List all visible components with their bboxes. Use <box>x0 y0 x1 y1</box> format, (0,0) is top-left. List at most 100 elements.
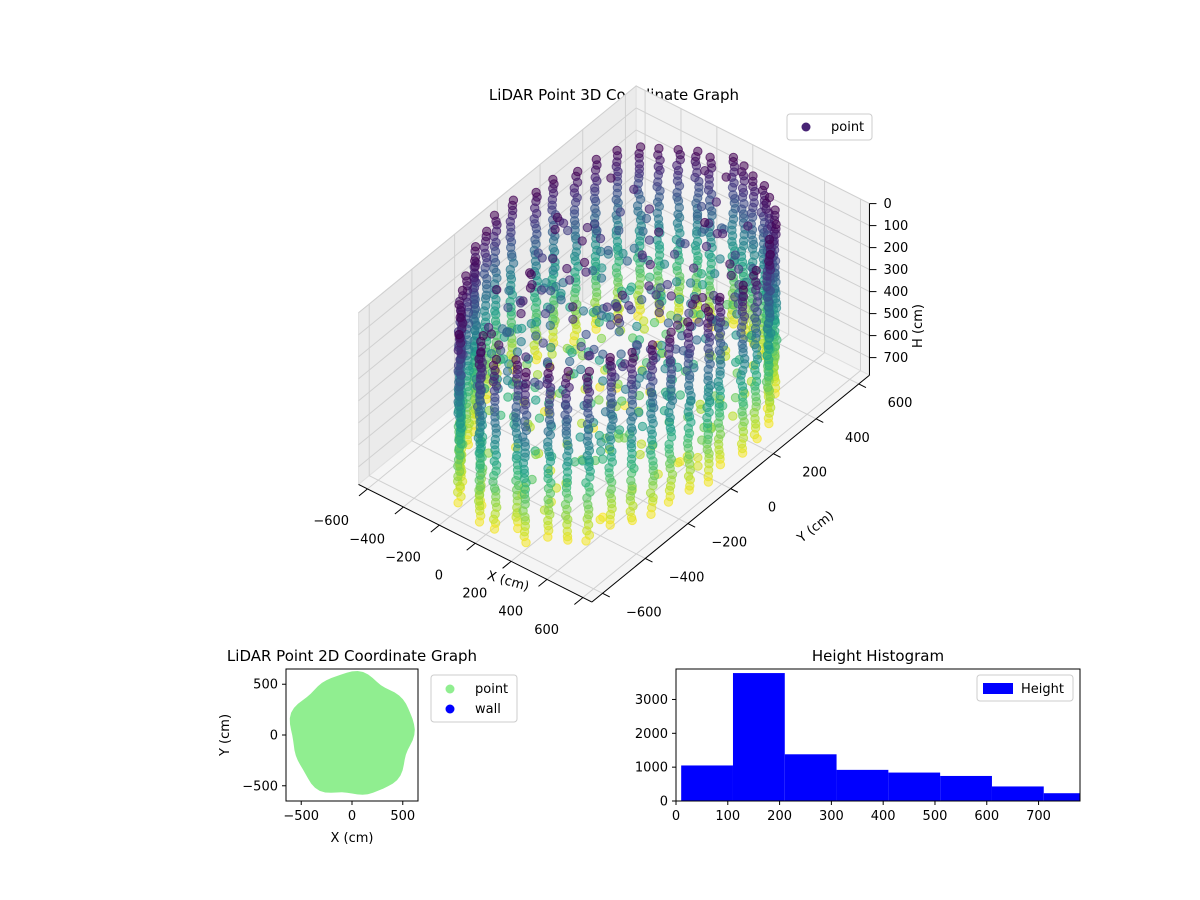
data-point <box>672 176 683 186</box>
data-point <box>672 320 683 330</box>
data-point <box>455 376 465 387</box>
data-point <box>453 408 463 418</box>
data-point <box>537 253 547 263</box>
x-tick-label: 500 <box>390 809 415 824</box>
chart-3d-points <box>453 142 782 548</box>
data-point <box>607 421 617 431</box>
data-point <box>684 428 695 438</box>
histogram-bar <box>784 754 837 801</box>
data-point <box>562 473 572 483</box>
data-point <box>531 395 541 405</box>
data-point <box>564 275 575 285</box>
data-point <box>490 509 500 519</box>
data-point <box>696 269 707 279</box>
data-point <box>752 350 762 360</box>
data-point <box>665 413 675 423</box>
data-point <box>548 254 558 264</box>
data-point <box>512 347 523 357</box>
data-point <box>683 317 693 327</box>
data-point <box>703 387 714 397</box>
data-point <box>491 216 501 227</box>
data-point <box>583 384 593 394</box>
data-point <box>667 391 677 401</box>
data-point <box>612 302 622 312</box>
chart-2d-legend-wall-marker <box>445 704 455 714</box>
data-point <box>585 350 595 361</box>
data-point <box>765 308 775 318</box>
data-point <box>739 417 749 427</box>
data-point <box>489 371 499 381</box>
data-point <box>654 299 664 309</box>
chart-3d-legend-label: point <box>831 120 864 135</box>
y-tick-label: 200 <box>802 466 827 481</box>
data-point <box>728 411 738 421</box>
data-point <box>475 481 485 492</box>
data-point <box>715 460 726 470</box>
y-tick <box>730 488 739 493</box>
data-point <box>665 355 675 365</box>
data-point <box>520 484 530 494</box>
data-point <box>748 176 758 187</box>
data-point <box>568 314 578 324</box>
data-point <box>584 462 594 472</box>
data-point <box>474 428 485 439</box>
data-point <box>697 280 708 290</box>
data-point <box>662 279 673 290</box>
data-point <box>590 172 600 183</box>
data-point <box>636 439 647 449</box>
data-point <box>490 392 500 403</box>
data-point <box>561 389 571 399</box>
x-tick <box>538 579 548 587</box>
data-point <box>519 527 530 537</box>
data-point <box>627 434 637 444</box>
data-point <box>685 396 696 406</box>
data-point <box>715 366 725 376</box>
data-point <box>700 166 710 176</box>
data-point <box>728 190 738 200</box>
data-point <box>764 192 775 203</box>
data-point <box>703 477 714 487</box>
data-point <box>543 532 553 542</box>
chart-3d: LiDAR Point 3D Coordinate Graph −600−400… <box>313 84 926 638</box>
data-point <box>763 382 773 392</box>
data-point <box>675 390 685 400</box>
data-point <box>644 204 655 214</box>
x-tick <box>430 524 440 533</box>
data-point <box>706 158 716 169</box>
data-point <box>548 174 558 185</box>
data-point <box>572 177 583 188</box>
data-point <box>543 368 553 379</box>
z-tick-label: 300 <box>883 263 908 278</box>
y-tick <box>773 453 781 458</box>
data-point <box>711 197 721 207</box>
data-point <box>765 392 775 402</box>
data-point <box>766 402 776 413</box>
data-point <box>628 412 638 422</box>
data-point <box>656 340 667 351</box>
data-point <box>635 264 645 274</box>
data-point <box>453 487 463 497</box>
data-point <box>685 481 695 491</box>
data-point <box>455 466 465 476</box>
data-point <box>573 166 583 177</box>
x-tick-label: 0 <box>672 809 680 824</box>
data-point <box>617 396 627 406</box>
x-tick-label: 500 <box>923 809 948 824</box>
data-point <box>519 464 529 475</box>
data-point <box>749 429 760 440</box>
histogram-frame <box>675 668 1081 802</box>
data-point <box>649 317 660 328</box>
data-point <box>571 247 581 257</box>
data-point <box>576 341 586 352</box>
x-tick-label: 400 <box>871 809 896 824</box>
data-point <box>598 376 608 386</box>
data-point <box>545 286 556 296</box>
data-point <box>607 367 617 377</box>
data-point <box>480 248 490 259</box>
chart-2d-axes: −500 0 500 −500 0 500 <box>242 678 415 824</box>
data-point <box>645 259 655 270</box>
data-point <box>453 345 463 355</box>
data-point <box>503 302 513 313</box>
data-point <box>726 270 736 281</box>
x-tick-label: 200 <box>462 587 487 602</box>
